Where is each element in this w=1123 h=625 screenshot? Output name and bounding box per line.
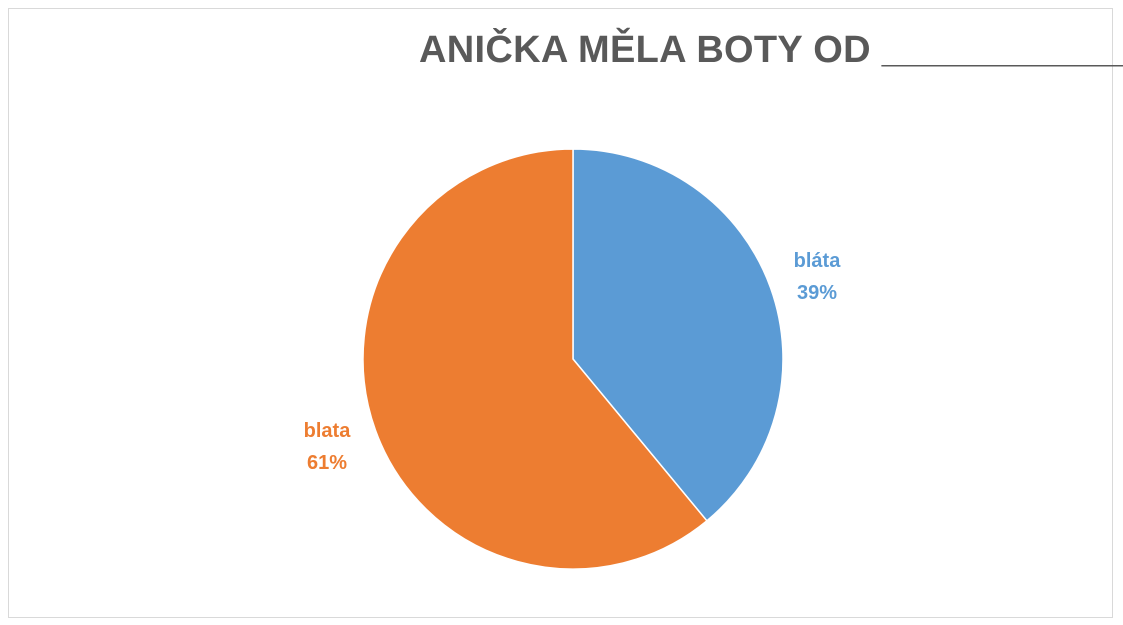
pie-slice-1 bbox=[572, 148, 784, 522]
pie-chart: bláta 39% blata 61% bbox=[304, 148, 842, 570]
slice-category-label: blata bbox=[304, 420, 352, 442]
slice-percent-label: 61% bbox=[307, 452, 347, 474]
chart-area: ANIČKA MĚLA BOTY OD ____________ bláta 39… bbox=[8, 8, 1123, 618]
slice-category-label: bláta bbox=[794, 250, 842, 272]
slice-percent-label: 39% bbox=[797, 282, 837, 304]
pie-slice-2 bbox=[362, 148, 708, 570]
chart-title: ANIČKA MĚLA BOTY OD ____________ bbox=[419, 29, 1123, 71]
